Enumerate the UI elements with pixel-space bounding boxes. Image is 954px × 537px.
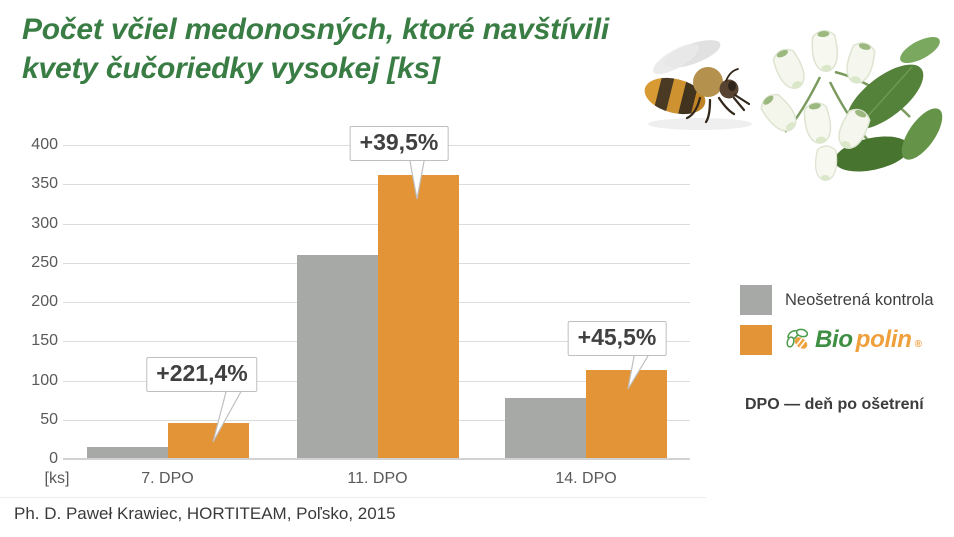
bottom-divider-line	[0, 497, 706, 498]
gridline-350	[63, 184, 690, 186]
decorative-photo	[620, 12, 954, 193]
x-axis-label-7: 7. DPO	[141, 470, 194, 487]
callout-3: +45,5%	[567, 321, 667, 356]
x-axis-label-14: 14. DPO	[555, 470, 617, 487]
legend-swatch-control	[740, 285, 772, 315]
x-axis-line	[63, 458, 690, 460]
legend-item-control: Neošetrená kontrola	[740, 285, 934, 315]
bar-control-11	[296, 255, 378, 458]
logo-text-bio: Bio	[815, 326, 853, 353]
registered-mark: ®	[914, 339, 922, 350]
bar-control-14	[505, 397, 586, 458]
legend-label-control: Neošetrená kontrola	[785, 291, 934, 309]
biopolin-bee-icon	[786, 328, 809, 349]
y-tick-label-300: 300	[31, 214, 58, 232]
callout-2: +39,5%	[349, 126, 449, 161]
y-tick-label-50: 50	[40, 410, 58, 428]
legend-swatch-biopolin	[740, 325, 772, 355]
callout-1: +221,4%	[146, 357, 258, 392]
y-tick-label-150: 150	[31, 332, 58, 350]
y-tick-label-200: 200	[31, 293, 58, 310]
bar-biopolin-11	[377, 175, 459, 458]
y-tick-label-350: 350	[31, 175, 58, 193]
bar-biopolin-7	[167, 422, 249, 458]
gridline-300	[63, 223, 690, 225]
y-tick-label-0: 0	[49, 450, 58, 467]
y-tick-label-400: 400	[31, 136, 58, 153]
blueberry-flowers-illustration	[756, 29, 943, 182]
x-axis-label-11: 11. DPO	[347, 470, 408, 487]
chart-title-line2: kvety čučoriedky vysokej [ks]	[22, 52, 440, 85]
bee-and-blueberry-flowers-image	[644, 29, 943, 182]
chart-title: Počet včiel medonosných, ktoré navštívil…	[22, 10, 609, 88]
bar-control-7	[86, 447, 168, 458]
legend-item-biopolin: Bio polin ®	[740, 325, 922, 355]
bar-chart-plot-area	[63, 145, 690, 460]
bee-illustration	[644, 40, 752, 130]
y-axis-unit-label: [ks]	[44, 470, 70, 487]
chart-title-line1: Počet včiel medonosných, ktoré navštívil…	[22, 13, 610, 46]
source-credit: Ph. D. Paweł Krawiec, HORTITEAM, Poľsko,…	[14, 504, 396, 523]
biopolin-logo: Bio polin ®	[785, 326, 922, 354]
dpo-abbreviation-note: DPO — deň po ošetrení	[745, 396, 924, 413]
logo-text-polin: polin	[855, 326, 912, 353]
bar-biopolin-14	[586, 370, 667, 458]
y-tick-label-100: 100	[31, 371, 58, 389]
y-tick-label-250: 250	[31, 253, 58, 271]
